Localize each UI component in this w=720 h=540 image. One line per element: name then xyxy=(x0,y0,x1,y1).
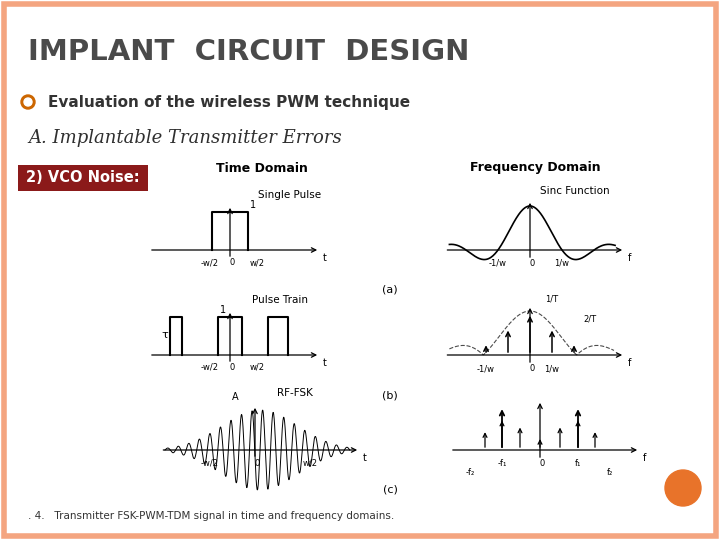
Circle shape xyxy=(665,470,701,506)
Text: -w/2: -w/2 xyxy=(201,258,219,267)
Text: 0: 0 xyxy=(230,363,235,372)
Text: Frequency Domain: Frequency Domain xyxy=(469,161,600,174)
FancyBboxPatch shape xyxy=(4,4,716,536)
Text: A. Implantable Transmitter Errors: A. Implantable Transmitter Errors xyxy=(28,129,342,147)
Text: 1/w: 1/w xyxy=(544,364,559,373)
Text: 2) VCO Noise:: 2) VCO Noise: xyxy=(26,171,140,186)
Text: 0: 0 xyxy=(230,258,235,267)
Text: τ: τ xyxy=(161,330,168,340)
Text: Pulse Train: Pulse Train xyxy=(252,295,308,305)
Text: f: f xyxy=(643,453,647,463)
Circle shape xyxy=(24,98,32,106)
Text: t: t xyxy=(363,453,367,463)
Text: -w/2: -w/2 xyxy=(201,363,219,372)
FancyBboxPatch shape xyxy=(18,165,148,191)
Text: -1/w: -1/w xyxy=(477,364,495,373)
Text: IMPLANT  CIRCUIT  DESIGN: IMPLANT CIRCUIT DESIGN xyxy=(28,38,469,66)
Text: -w/2: -w/2 xyxy=(201,459,219,468)
Text: Sinc Function: Sinc Function xyxy=(540,186,610,196)
Text: f₁: f₁ xyxy=(575,459,581,468)
Text: w/2: w/2 xyxy=(250,363,265,372)
Text: 1: 1 xyxy=(250,200,256,210)
Text: 1/w: 1/w xyxy=(554,259,570,268)
Text: f: f xyxy=(628,358,631,368)
Text: t: t xyxy=(323,358,327,368)
Text: (c): (c) xyxy=(382,485,397,495)
Text: A: A xyxy=(232,392,238,402)
Text: -1/w: -1/w xyxy=(489,259,507,268)
Text: (b): (b) xyxy=(382,390,398,400)
Text: w/2: w/2 xyxy=(303,459,318,468)
Text: (a): (a) xyxy=(382,285,398,295)
Text: -f₂: -f₂ xyxy=(465,468,474,477)
Text: w/2: w/2 xyxy=(250,258,265,267)
Text: 0: 0 xyxy=(254,459,260,468)
Text: . 4.   Transmitter FSK-PWM-TDM signal in time and frequency domains.: . 4. Transmitter FSK-PWM-TDM signal in t… xyxy=(28,511,395,521)
Text: 0: 0 xyxy=(539,459,544,468)
Text: t: t xyxy=(323,253,327,263)
Circle shape xyxy=(21,95,35,109)
Text: Single Pulse: Single Pulse xyxy=(258,190,322,200)
Text: Time Domain: Time Domain xyxy=(216,161,308,174)
Text: 1/T: 1/T xyxy=(546,294,559,303)
Text: 0: 0 xyxy=(529,259,535,268)
Text: f₂: f₂ xyxy=(607,468,613,477)
Text: RF-FSK: RF-FSK xyxy=(277,388,313,398)
Text: 2/T: 2/T xyxy=(583,314,597,323)
Text: -f₁: -f₁ xyxy=(498,459,507,468)
Text: 0: 0 xyxy=(529,364,535,373)
Text: Evaluation of the wireless PWM technique: Evaluation of the wireless PWM technique xyxy=(48,94,410,110)
Text: f: f xyxy=(628,253,631,263)
Text: 1: 1 xyxy=(220,305,226,315)
